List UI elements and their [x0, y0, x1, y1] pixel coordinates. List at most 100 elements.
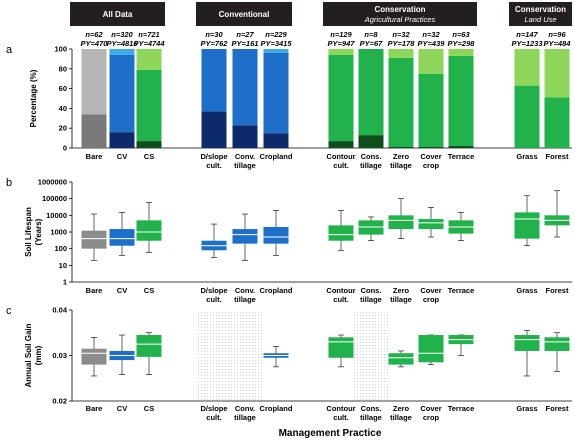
- category-tick-label: Conv.: [235, 286, 255, 295]
- no-data-region: [228, 310, 262, 401]
- plot-years-label: PY=3415: [260, 39, 292, 48]
- stacked-bar-segment: [328, 54, 354, 142]
- y-axis-label-unit: (mm): [34, 345, 43, 365]
- y-tick-label: 1000000: [38, 178, 67, 187]
- category-tick-label: Cropland: [260, 286, 293, 295]
- category-tick-label: Grass: [516, 286, 537, 295]
- sample-size-label: n=32: [422, 30, 440, 39]
- panel-letter: b: [6, 177, 12, 189]
- y-tick-label: 10: [59, 261, 67, 270]
- group-header-box: [509, 2, 572, 26]
- stacked-bar-segment: [418, 73, 444, 148]
- sample-size-label: n=96: [548, 30, 566, 39]
- box-iqr: [544, 337, 570, 351]
- stacked-bar-segment: [109, 49, 135, 55]
- category-tick-label: Forest: [546, 286, 569, 295]
- category-tick-label: Forest: [546, 404, 569, 413]
- category-tick-label: CS: [144, 286, 154, 295]
- group-header-box: [323, 2, 477, 26]
- group-header-box: [196, 2, 292, 26]
- plot-years-label: PY=470: [81, 39, 109, 48]
- category-tick-label: Terrace: [448, 404, 475, 413]
- sample-size-label: n=147: [516, 30, 538, 39]
- category-tick-label: Grass: [516, 404, 537, 413]
- category-tick-label: CS: [144, 404, 154, 413]
- category-tick-label: CV: [117, 404, 127, 413]
- sample-size-label: n=721: [138, 30, 159, 39]
- category-tick-label: cult.: [206, 161, 221, 170]
- panel-letter: c: [6, 305, 12, 317]
- stacked-bar-segment: [109, 54, 135, 133]
- category-tick-label: tillage: [234, 413, 256, 422]
- stacked-bar-segment: [201, 49, 227, 112]
- category-tick-label: Zero: [393, 286, 410, 295]
- plot-years-label: PY=178: [388, 39, 416, 48]
- box-iqr: [388, 215, 414, 230]
- panel-a-stacked-bars: a 0 20 40 60 80 100 Percentage (%) Bare CV CS D/slo…: [6, 44, 572, 170]
- stacked-bar-segment: [328, 141, 354, 148]
- plot-years-label: PY=1233: [511, 39, 543, 48]
- box-iqr: [81, 230, 107, 249]
- category-tick-label: Terrace: [448, 286, 475, 295]
- category-tick-label: Cons.: [361, 152, 382, 161]
- category-tick-label: tillage: [360, 161, 382, 170]
- group-header-label: Conservation: [515, 5, 566, 14]
- box-iqr: [418, 335, 444, 363]
- category-tick-label: Bare: [86, 152, 103, 161]
- box-iqr: [328, 337, 354, 358]
- stacked-bar-segment: [358, 135, 384, 148]
- sample-size-label: n=63: [452, 30, 470, 39]
- no-data-region: [197, 310, 231, 401]
- y-axis-label-unit: (Years): [34, 218, 43, 245]
- category-tick-label: Cropland: [260, 404, 293, 413]
- box-iqr: [136, 335, 162, 357]
- sample-size-label: n=30: [205, 30, 223, 39]
- plot-years-label: PY=161: [232, 39, 259, 48]
- category-tick-label: tillage: [360, 295, 382, 304]
- group-headers: All Data ConventionalConservationAgricult…: [70, 2, 572, 48]
- plot-years-label: PY=67: [360, 39, 384, 48]
- group-header-label: Conservation: [374, 5, 425, 14]
- stacked-bar-segment: [201, 111, 227, 148]
- y-tick-label: 10000: [46, 211, 67, 220]
- stacked-bar-segment: [388, 147, 414, 148]
- y-tick-label: 100000: [42, 194, 67, 203]
- category-tick-label: Cover: [420, 404, 441, 413]
- stacked-bar-segment: [232, 49, 258, 126]
- stacked-bar-segment: [81, 114, 107, 148]
- y-tick-label: 20: [59, 124, 67, 133]
- stacked-bar-segment: [263, 49, 289, 53]
- stacked-bar-segment: [514, 85, 540, 148]
- sample-size-label: n=62: [85, 30, 103, 39]
- stacked-bar-segment: [136, 49, 162, 70]
- box-iqr: [109, 229, 135, 246]
- box-iqr: [418, 219, 444, 230]
- stacked-bar-segment: [81, 49, 107, 115]
- group-header-sublabel: Land Use: [524, 15, 556, 24]
- category-tick-label: CV: [117, 152, 127, 161]
- stacked-bar-segment: [448, 49, 474, 56]
- stacked-bar-segment: [388, 57, 414, 148]
- y-tick-label: 60: [59, 84, 67, 93]
- y-tick-label: 100: [54, 244, 67, 253]
- y-tick-label: 0.03: [52, 351, 67, 360]
- category-tick-label: cult.: [206, 295, 221, 304]
- panel-b-soil-lifespan-boxplot: b 1 10 100 1000 10000 100000 1000000 Soil Lifesp…: [6, 177, 572, 304]
- category-tick-label: Contour: [326, 152, 355, 161]
- category-tick-label: cult.: [333, 413, 348, 422]
- stacked-bar-segment: [448, 146, 474, 148]
- category-tick-label: crop: [423, 161, 440, 170]
- category-tick-label: Cons.: [361, 286, 382, 295]
- stacked-bar-segment: [448, 55, 474, 147]
- category-tick-label: tillage: [360, 413, 382, 422]
- stacked-bar-segment: [328, 49, 354, 55]
- category-tick-label: Zero: [393, 152, 410, 161]
- sample-size-label: n=129: [330, 30, 352, 39]
- y-axis-label: Percentage (%): [29, 69, 38, 127]
- stacked-bar-segment: [263, 133, 289, 148]
- sample-size-label: n=229: [265, 30, 287, 39]
- y-tick-label: 1000: [50, 228, 67, 237]
- stacked-bar-segment: [136, 69, 162, 142]
- y-tick-label: 100: [54, 45, 67, 54]
- sample-size-label: n=32: [392, 30, 410, 39]
